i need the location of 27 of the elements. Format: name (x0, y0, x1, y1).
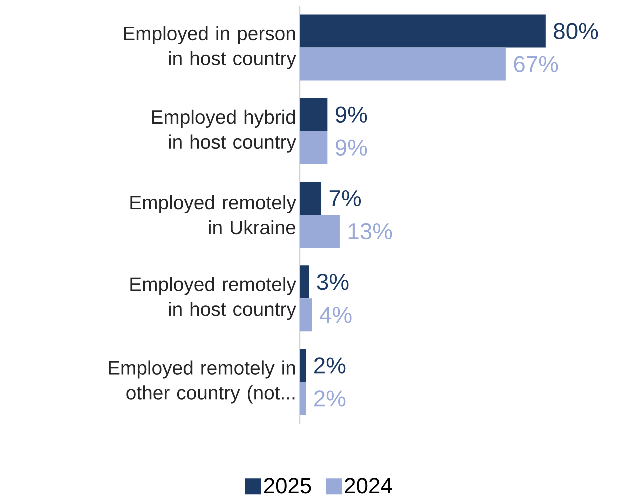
y-tick-label: Employed in person in host country (124, 26, 296, 70)
bar (300, 14, 546, 48)
data-label: 7% (330, 190, 362, 207)
bar (300, 182, 322, 216)
y-tick-label: Employed remotely in host country (130, 277, 296, 320)
data-label: 13% (348, 223, 392, 240)
data-label: 2% (314, 390, 346, 407)
legend-label: 2025 (264, 478, 312, 494)
y-tick-label: Employed remotely in other country (not... (109, 360, 296, 404)
data-label: 80% (554, 23, 598, 40)
data-label: 9% (336, 106, 368, 124)
bar (300, 382, 306, 416)
legend-label: 2024 (345, 478, 392, 494)
data-label: 67% (514, 56, 558, 72)
bar (300, 131, 328, 164)
data-label: 4% (320, 307, 352, 324)
bar (300, 48, 506, 81)
data-label: 3% (317, 274, 349, 290)
bar (300, 349, 306, 382)
y-tick-label: Employed remotely in Ukraine (130, 195, 296, 235)
bar (300, 98, 328, 132)
bar (300, 298, 312, 332)
y-tick-label: Employed hybrid in host country (152, 110, 296, 153)
data-label: 2% (314, 358, 346, 374)
data-label: 9% (336, 140, 368, 156)
bar (300, 215, 340, 248)
bar (300, 266, 310, 299)
